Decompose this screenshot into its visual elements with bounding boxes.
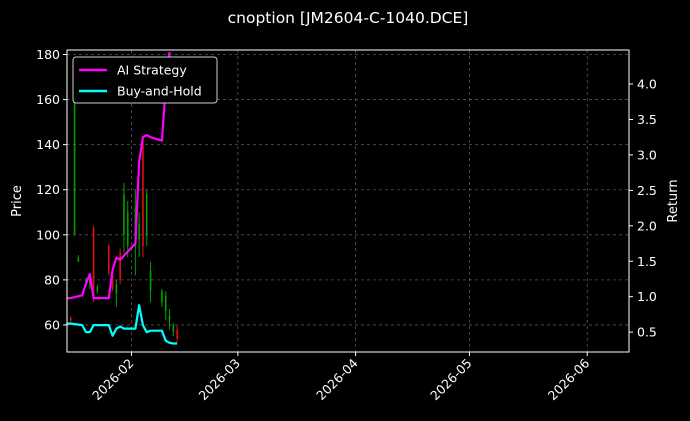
y2-axis-label: Return [666, 179, 681, 222]
y-tick-label: 100 [36, 227, 60, 242]
legend-box [72, 56, 218, 104]
legend-label-buy-and-hold: Buy-and-Hold [117, 84, 202, 99]
return-lines [67, 51, 178, 345]
candle-body [73, 77, 76, 235]
legend: AI Strategy Buy-and-Hold [72, 56, 218, 104]
candle-body [138, 223, 140, 240]
y2-tick-label: 3.0 [637, 147, 657, 162]
y2-tick-label: 4.0 [637, 77, 657, 92]
candle-body [115, 284, 118, 294]
candle-body [107, 246, 110, 274]
candle-body [168, 315, 171, 321]
candle-body [142, 144, 144, 247]
y2-tick-label: 2.0 [637, 218, 657, 233]
candlesticks [66, 61, 178, 343]
candle-body [92, 228, 95, 298]
candle-body [119, 252, 121, 280]
legend-label-ai-strategy: AI Strategy [117, 63, 187, 78]
candle-body [111, 275, 114, 289]
candle-body [164, 295, 167, 312]
candle-body [161, 291, 163, 303]
y-tick-label: 160 [36, 92, 60, 107]
y2-tick-label: 0.5 [637, 325, 657, 340]
y2-tick-label: 1.5 [637, 254, 657, 269]
y2-tick-label: 3.5 [637, 112, 657, 127]
candle-body [69, 318, 72, 321]
candle-body [172, 324, 175, 332]
ai-strategy-line [67, 51, 171, 300]
y2-tick-label: 2.5 [637, 183, 657, 198]
plot-frame [66, 49, 630, 353]
candle-body [149, 270, 152, 292]
y-tick-label: 120 [36, 182, 60, 197]
candle-body [96, 286, 99, 292]
y2-tick-label: 1.0 [637, 289, 657, 304]
y-tick-label: 80 [44, 272, 60, 287]
buy-and-hold-line [67, 304, 178, 345]
y-tick-label: 180 [36, 47, 60, 62]
candle-body [123, 194, 125, 235]
chart-title: cnoption [JM2604-C-1040.DCE] [228, 9, 469, 27]
candle-body [176, 329, 178, 339]
y-tick-label: 60 [44, 317, 60, 332]
candle-body [145, 194, 148, 235]
candle-body [126, 212, 129, 247]
candle-body [77, 257, 80, 262]
y-axis-label: Price [10, 185, 25, 217]
candle-body [88, 277, 91, 285]
y-tick-label: 140 [36, 137, 60, 152]
